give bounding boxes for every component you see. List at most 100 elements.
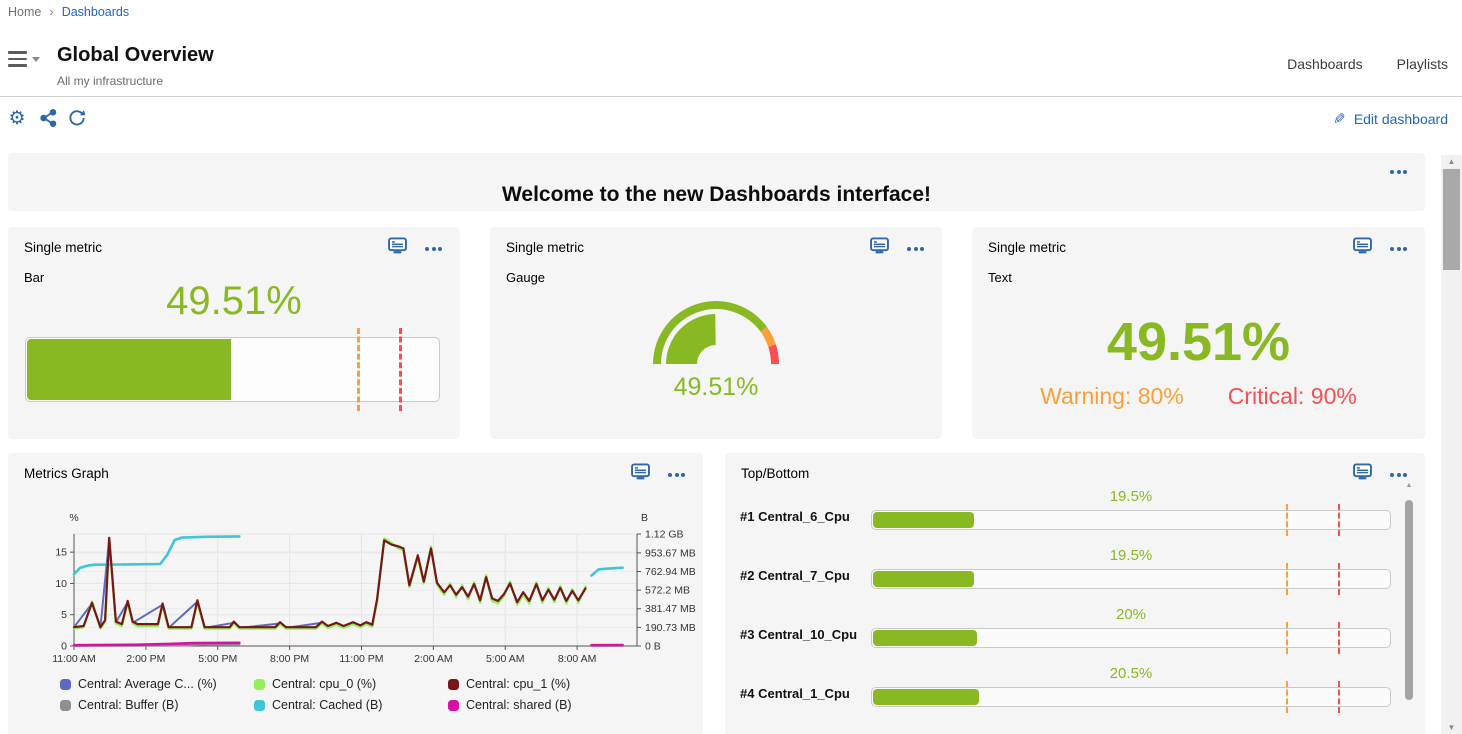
breadcrumb: Home › Dashboards: [8, 4, 129, 19]
panel-scrollbar-thumb[interactable]: [1405, 500, 1413, 700]
bar-track: [871, 504, 1391, 536]
share-icon[interactable]: [37, 107, 59, 129]
widget-subtitle: Bar: [24, 270, 45, 285]
svg-text:B: B: [641, 512, 648, 524]
svg-text:5:00 PM: 5:00 PM: [198, 653, 237, 665]
page-header: Global Overview All my infrastructure Da…: [0, 26, 1462, 97]
metric-value-label: 20.5%: [1109, 665, 1153, 682]
legend-color-swatch: [254, 678, 265, 690]
display-resource-icon[interactable]: [870, 237, 889, 260]
metric-value-label: 20%: [1115, 606, 1147, 623]
top-bottom-row: #3 Central_10_Cpu 20%: [740, 598, 1391, 657]
bar-track: [871, 681, 1391, 713]
legend-item[interactable]: Central: cpu_0 (%): [254, 677, 448, 691]
svg-text:%: %: [69, 512, 78, 524]
panel-scrollbar[interactable]: ▲ ▼: [1405, 482, 1413, 734]
svg-text:762.94 MB: 762.94 MB: [645, 566, 696, 578]
critical-threshold-line: [1338, 504, 1341, 536]
warning-threshold-line: [357, 328, 360, 411]
legend-item[interactable]: Central: cpu_1 (%): [448, 677, 648, 691]
single-metric-gauge-panel: Single metric Gauge 49.51%: [490, 227, 942, 439]
bar-fill: [873, 630, 977, 646]
svg-text:15: 15: [55, 547, 67, 559]
chart-legend: Central: Average C... (%) Central: cpu_0 …: [60, 677, 648, 712]
single-metric-text-panel: Single metric Text 49.51% Warning: 80% C…: [972, 227, 1425, 439]
bar-fill: [873, 689, 980, 705]
legend-label: Central: cpu_0 (%): [272, 677, 377, 691]
svg-text:0 B: 0 B: [645, 641, 661, 653]
svg-text:8:00 AM: 8:00 AM: [558, 653, 597, 665]
widget-subtitle: Text: [988, 270, 1012, 285]
warning-threshold-line: [1286, 681, 1289, 713]
warning-threshold-line: [1286, 563, 1289, 595]
more-actions-icon[interactable]: [1388, 240, 1409, 258]
widget-subtitle: Gauge: [506, 270, 546, 285]
legend-label: Central: shared (B): [466, 698, 572, 712]
scroll-up-icon[interactable]: ▲: [1405, 482, 1413, 489]
svg-text:8:00 PM: 8:00 PM: [270, 653, 309, 665]
panel-title: Single metric: [988, 240, 1067, 255]
display-resource-icon[interactable]: [631, 463, 650, 486]
legend-item[interactable]: Central: Average C... (%): [60, 677, 254, 691]
legend-item[interactable]: Central: shared (B): [448, 698, 648, 712]
scroll-down-icon[interactable]: ▼: [1447, 723, 1456, 732]
top-bottom-row: #2 Central_7_Cpu 19.5%: [740, 539, 1391, 598]
svg-text:1.12 GB: 1.12 GB: [645, 529, 684, 541]
more-actions-icon[interactable]: [1388, 466, 1409, 484]
refresh-icon[interactable]: [66, 107, 88, 129]
scroll-up-icon[interactable]: ▲: [1447, 157, 1456, 166]
svg-text:2:00 PM: 2:00 PM: [126, 653, 165, 665]
welcome-banner-title: Welcome to the new Dashboards interface!: [501, 183, 932, 206]
panel-title: Top/Bottom: [741, 466, 810, 481]
breadcrumb-home-link[interactable]: Home: [8, 4, 42, 19]
host-metric-label: #3 Central_10_Cpu: [740, 627, 858, 642]
svg-text:572.2 MB: 572.2 MB: [645, 585, 690, 597]
more-actions-icon[interactable]: [666, 466, 687, 484]
edit-dashboard-label: Edit dashboard: [1353, 111, 1448, 127]
svg-text:5: 5: [61, 609, 67, 621]
top-bottom-row: #4 Central_1_Cpu 20.5%: [740, 657, 1391, 716]
page-scrollbar-thumb[interactable]: [1443, 169, 1460, 270]
display-resource-icon[interactable]: [1353, 237, 1372, 260]
more-actions-icon[interactable]: [423, 240, 444, 258]
page-subtitle: All my infrastructure: [57, 74, 164, 88]
svg-text:10: 10: [55, 578, 67, 590]
edit-dashboard-button[interactable]: ✎ Edit dashboard: [1333, 110, 1448, 128]
metrics-graph-panel: Metrics Graph 0 5 10 15 0 B 190.73 MB 381.47 M…: [8, 453, 703, 734]
host-metric-label: #1 Central_6_Cpu: [740, 509, 850, 524]
legend-color-swatch: [254, 699, 265, 711]
panel-title: Single metric: [506, 240, 585, 255]
display-resource-icon[interactable]: [1353, 463, 1372, 486]
legend-item[interactable]: Central: Cached (B): [254, 698, 448, 712]
bar-metric-value: 49.51%: [166, 279, 302, 323]
metrics-line-chart: 0 5 10 15 0 B 190.73 MB 381.47 MB 572.2 MB 762.9…: [52, 512, 696, 665]
svg-text:11:00 AM: 11:00 AM: [52, 653, 96, 665]
tab-dashboards[interactable]: Dashboards: [1287, 56, 1363, 72]
gauge-chart: [653, 300, 779, 364]
pencil-icon: ✎: [1333, 111, 1346, 128]
more-actions-icon[interactable]: [905, 240, 926, 258]
host-metric-label: #4 Central_1_Cpu: [740, 686, 850, 701]
bar-track: [871, 563, 1391, 595]
critical-threshold-line: [398, 328, 402, 411]
hamburger-icon: [8, 51, 27, 67]
host-metric-label: #2 Central_7_Cpu: [740, 568, 850, 583]
panel-title: Single metric: [24, 240, 103, 255]
tab-playlists[interactable]: Playlists: [1396, 56, 1448, 72]
legend-color-swatch: [60, 699, 71, 711]
critical-threshold-line: [1338, 622, 1341, 654]
header-tabs: Dashboards Playlists: [1287, 56, 1448, 72]
svg-text:5:00 AM: 5:00 AM: [486, 653, 525, 665]
display-resource-icon[interactable]: [388, 237, 407, 260]
legend-label: Central: Buffer (B): [78, 698, 179, 712]
breadcrumb-dashboards-link[interactable]: Dashboards: [61, 4, 130, 19]
legend-label: Central: cpu_1 (%): [466, 677, 571, 691]
dashboard-menu-button[interactable]: [8, 48, 42, 70]
more-actions-icon[interactable]: [1388, 163, 1409, 181]
legend-item[interactable]: Central: Buffer (B): [60, 698, 254, 712]
settings-gear-icon[interactable]: ⚙: [8, 107, 26, 129]
page-scrollbar[interactable]: ▲ ▼: [1441, 155, 1462, 734]
single-metric-bar-panel: Single metric Bar 49.51%: [8, 227, 460, 439]
panel-title: Metrics Graph: [24, 466, 109, 481]
top-bottom-row: #1 Central_6_Cpu 19.5%: [740, 480, 1391, 539]
